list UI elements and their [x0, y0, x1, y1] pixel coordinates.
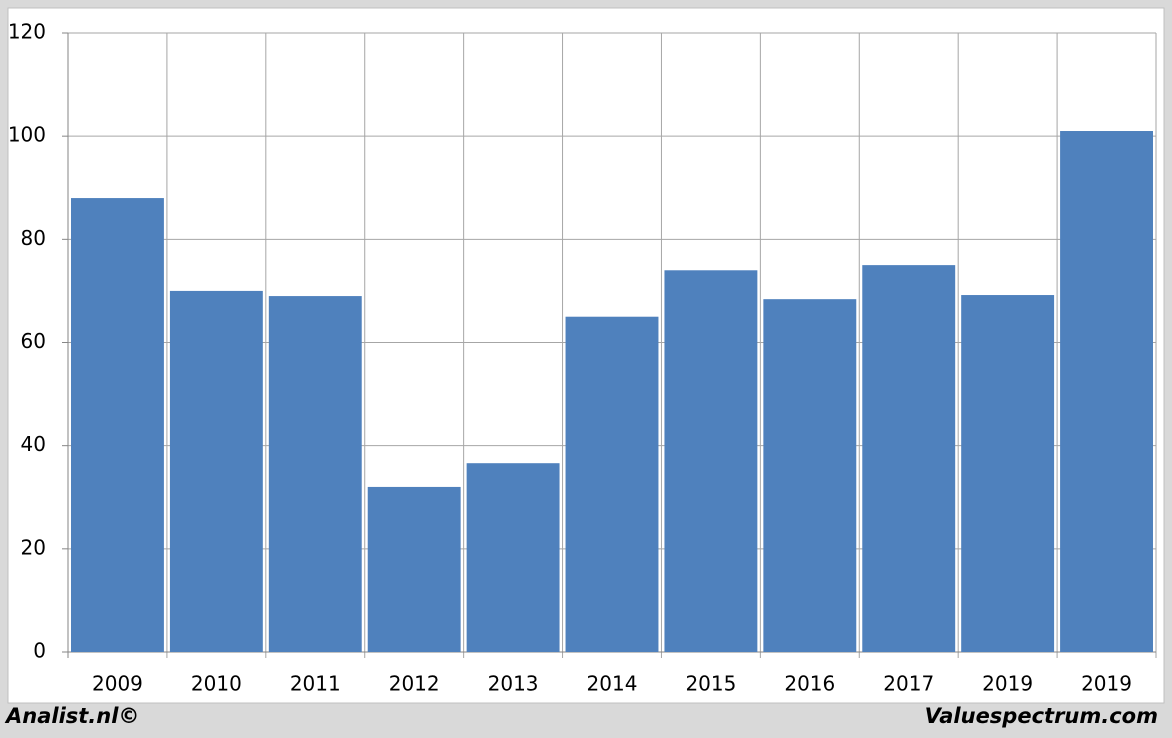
bar [367, 486, 461, 652]
x-tick-label: 2017 [883, 672, 934, 696]
x-tick-label: 2016 [784, 672, 835, 696]
bar [664, 270, 758, 652]
x-tick-label: 2019 [982, 672, 1033, 696]
x-tick-label: 2011 [290, 672, 341, 696]
bar [961, 295, 1055, 652]
bar [763, 299, 857, 652]
y-tick-label: 40 [21, 432, 46, 456]
bar [1060, 131, 1153, 653]
source-right: Valuespectrum.com [925, 704, 1158, 728]
x-tick-label: 2010 [191, 672, 242, 696]
bar [71, 198, 164, 653]
bar [466, 463, 560, 652]
x-tick-label: 2019 [1081, 672, 1132, 696]
bar [565, 316, 659, 652]
x-tick-label: 2015 [685, 672, 736, 696]
y-tick-label: 80 [21, 226, 46, 250]
y-tick-label: 60 [21, 329, 46, 353]
x-tick-label: 2009 [92, 672, 143, 696]
x-tick-label: 2012 [389, 672, 440, 696]
x-tick-label: 2014 [587, 672, 638, 696]
bar [169, 290, 263, 652]
y-tick-label: 100 [8, 123, 46, 147]
bar [268, 296, 362, 652]
x-tick-label: 2013 [488, 672, 539, 696]
y-tick-label: 120 [8, 20, 46, 44]
source-left: Analist.nl© [4, 704, 139, 728]
bar [862, 265, 956, 652]
y-tick-label: 0 [33, 639, 46, 663]
y-tick-label: 20 [21, 535, 46, 559]
